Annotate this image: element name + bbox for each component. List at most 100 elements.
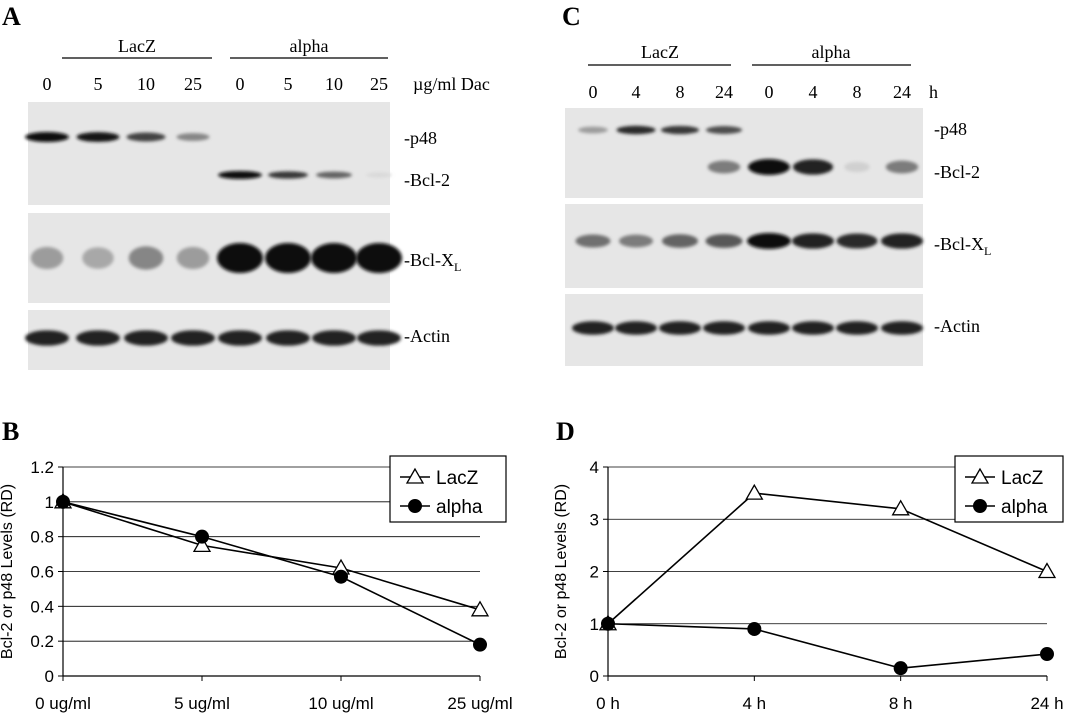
data-point-alpha xyxy=(601,616,615,631)
data-point-alpha xyxy=(56,494,70,509)
panel-label-b: B xyxy=(2,417,19,446)
blot-bands xyxy=(25,132,402,346)
blot-bands xyxy=(571,125,924,335)
x-tick-label: 0 ug/ml xyxy=(35,694,91,713)
band-actin xyxy=(791,321,835,335)
band-label-p48: -p48 xyxy=(934,119,967,139)
y-tick-label: 0.8 xyxy=(30,528,54,547)
band-label-p48: -p48 xyxy=(404,128,437,148)
lane-label: 10 xyxy=(325,74,343,94)
panel-label-c: C xyxy=(562,2,581,31)
band-bclxl xyxy=(30,246,64,270)
band-actin xyxy=(614,321,658,335)
band-bclxl xyxy=(705,234,743,248)
data-point-lacz xyxy=(470,600,490,617)
legend xyxy=(954,455,1064,523)
legend-label: alpha xyxy=(436,497,483,518)
band-p48 xyxy=(126,132,166,142)
x-tick-label: 25 ug/ml xyxy=(447,694,512,713)
legend-marker xyxy=(973,499,987,513)
y-tick-label: 0.2 xyxy=(30,632,54,651)
lane-label: 10 xyxy=(137,74,155,94)
band-label-bcl2: -Bcl-2 xyxy=(404,170,450,190)
band-bclxl xyxy=(836,233,878,249)
band-bcl2 xyxy=(218,171,262,179)
panel-d: D 0 1 2 3 4 0 h 4 h 8 h 24 h Bcl-2 or p48 Levels … xyxy=(553,417,1064,713)
lane-labels: 0 4 8 24 0 4 8 24 xyxy=(589,82,912,102)
lane-label: 0 xyxy=(765,82,774,102)
panel-b: B 0 0.2 0.4 0.6 0.8 1 1.2 0 ug/ml 5 ug/ml 10 ug/m… xyxy=(0,417,513,713)
band-bclxl xyxy=(217,243,263,273)
data-point-alpha xyxy=(195,529,209,544)
lane-label: 0 xyxy=(589,82,598,102)
band-bclxl xyxy=(791,233,835,249)
band-actin xyxy=(266,330,310,346)
band-bclxl xyxy=(356,243,402,273)
band-p48 xyxy=(578,126,608,134)
band-p48 xyxy=(176,133,210,141)
group-label-lacz: LacZ xyxy=(118,36,156,56)
band-bcl2 xyxy=(315,171,353,179)
lane-label: 5 xyxy=(94,74,103,94)
band-actin xyxy=(218,330,262,346)
band-label-actin: -Actin xyxy=(934,316,980,336)
lane-label: 24 xyxy=(715,82,733,102)
x-tick-label: 8 h xyxy=(889,694,913,713)
lane-label: 25 xyxy=(370,74,388,94)
panel-a: A LacZ alpha 0 5 10 25 0 5 10 25 µg/ml Dac -p48… xyxy=(2,2,490,370)
band-p48 xyxy=(660,125,700,135)
legend-marker xyxy=(408,499,422,513)
band-bcl2 xyxy=(366,172,392,178)
legend-label: LacZ xyxy=(436,468,479,489)
lane-label: 24 xyxy=(893,82,911,102)
panel-label-a: A xyxy=(2,2,21,31)
band-bclxl xyxy=(82,247,114,269)
band-bclxl xyxy=(575,234,611,248)
lane-label: 5 xyxy=(284,74,293,94)
band-label-actin: -Actin xyxy=(404,326,450,346)
band-label-bclxl: -Bcl-XL xyxy=(934,234,991,258)
band-actin xyxy=(747,321,791,335)
legend-marker xyxy=(970,467,990,484)
lane-label: 4 xyxy=(809,82,818,102)
group-label-lacz: LacZ xyxy=(641,42,679,62)
blot-membrane-top xyxy=(28,102,390,205)
band-actin xyxy=(171,330,215,346)
lane-labels: 0 5 10 25 0 5 10 25 xyxy=(43,74,389,94)
data-point-lacz xyxy=(891,499,910,516)
band-p48 xyxy=(76,132,120,142)
band-bclxl xyxy=(265,243,311,273)
legend-label: LacZ xyxy=(1001,468,1044,489)
lane-label: 8 xyxy=(853,82,862,102)
band-bclxl xyxy=(176,246,210,270)
panel-label-d: D xyxy=(556,417,575,446)
band-actin xyxy=(124,330,168,346)
y-tick-label: 1 xyxy=(590,615,599,634)
series-line-alpha xyxy=(607,622,1048,669)
blot-membrane-top xyxy=(565,108,923,198)
band-bcl2 xyxy=(267,171,309,179)
panel-c: C LacZ alpha 0 4 8 24 0 4 8 24 h -p48 -Bcl-2 -B… xyxy=(562,2,991,366)
y-axis-label: Bcl-2 or p48 Levels (RD) xyxy=(553,484,570,659)
band-actin xyxy=(658,321,702,335)
y-tick-label: 1 xyxy=(45,493,54,512)
band-bcl2 xyxy=(707,160,741,174)
series-line-alpha xyxy=(62,501,481,646)
band-bclxl xyxy=(880,233,924,249)
band-bcl2 xyxy=(885,160,919,174)
data-point-lacz xyxy=(745,483,764,500)
y-tick-label: 0.6 xyxy=(30,563,54,582)
x-tick-label: 4 h xyxy=(743,694,767,713)
band-actin xyxy=(835,321,879,335)
band-actin xyxy=(76,330,120,346)
data-point-lacz xyxy=(192,536,212,553)
y-tick-label: 4 xyxy=(590,458,599,477)
group-label-alpha: alpha xyxy=(812,42,851,62)
lane-label: 8 xyxy=(676,82,685,102)
y-tick-label: 0.4 xyxy=(30,597,54,616)
band-bclxl xyxy=(311,243,357,273)
chart-b: 0 0.2 0.4 0.6 0.8 1 1.2 0 ug/ml 5 ug/ml 10 ug/ml 2… xyxy=(0,455,513,713)
x-tick-label: 10 ug/ml xyxy=(308,694,373,713)
band-bclxl xyxy=(747,233,791,249)
